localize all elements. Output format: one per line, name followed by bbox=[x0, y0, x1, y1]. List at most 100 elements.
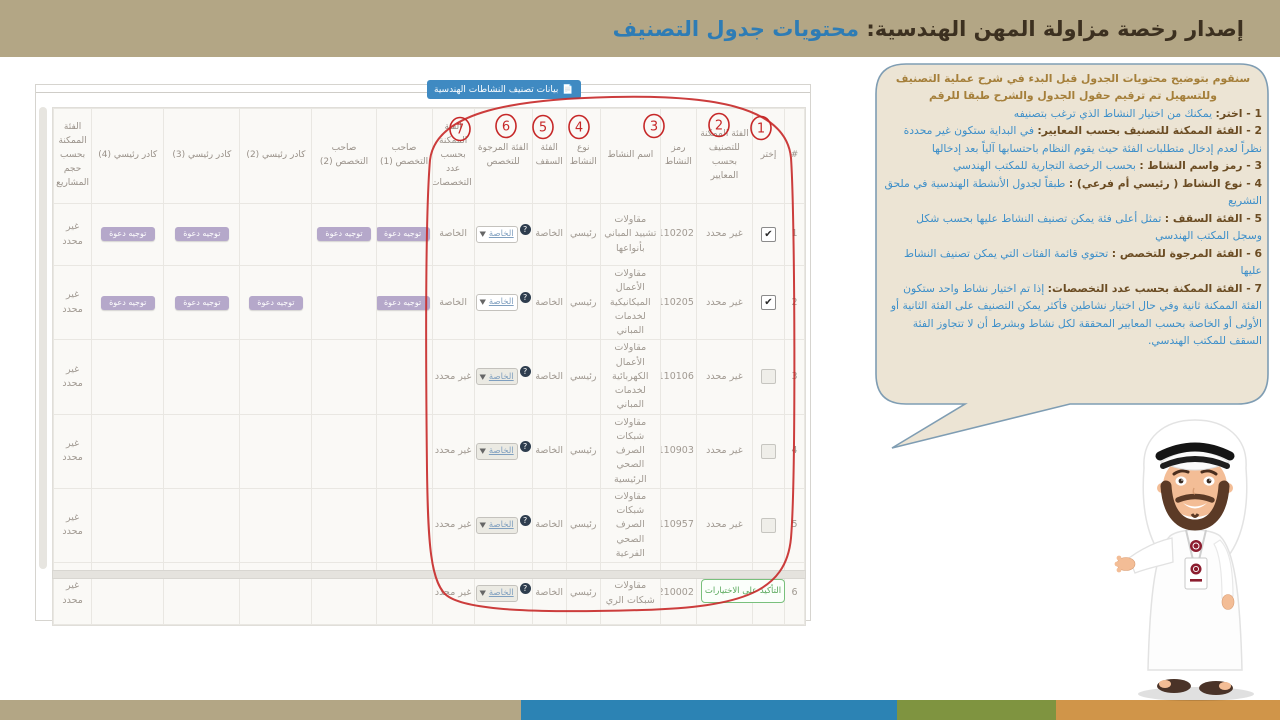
desired-category-dropdown[interactable]: الخاصة ▼ bbox=[475, 516, 518, 534]
vertical-scrollbar[interactable] bbox=[39, 107, 47, 569]
cadre2-cell bbox=[239, 413, 313, 489]
footer-stripe-olive bbox=[897, 700, 1056, 720]
ceiling-category-cell: الخاصة bbox=[531, 264, 567, 341]
activity-type-cell: رئيسي bbox=[565, 487, 601, 564]
invite-button[interactable]: توجيه دعوة bbox=[174, 295, 229, 310]
row-number-cell: 5 bbox=[783, 487, 806, 564]
activity-code-cell: 7110106 bbox=[659, 339, 697, 415]
classification-table: # إختر الفئة الممكنة للتصنيف بحسب المعايير… bbox=[52, 108, 806, 625]
chevron-down-icon: ▼ bbox=[479, 372, 486, 381]
presenter-character bbox=[1114, 419, 1254, 701]
table-row: 2✔غير محدد7110205مقاولات الأعمال الميكان… bbox=[52, 264, 806, 341]
cadre4-cell: توجيه دعوة bbox=[91, 264, 165, 341]
help-icon[interactable]: ? bbox=[519, 366, 531, 378]
activity-name-cell: مقاولات شبكات الصرف الصحي الفرعية bbox=[599, 487, 661, 564]
invite-button[interactable]: توجيه دعوة bbox=[100, 295, 155, 310]
spec1-cell bbox=[375, 487, 433, 564]
right-arm bbox=[1213, 539, 1234, 599]
help-icon[interactable]: ? bbox=[519, 583, 531, 594]
invite-button[interactable]: توجيه دعوة bbox=[100, 227, 155, 242]
desired-category-dropdown[interactable]: الخاصة ▼ bbox=[475, 226, 518, 243]
table-wrapper: # إختر الفئة الممكنة للتصنيف بحسب المعايير… bbox=[52, 107, 806, 626]
column-header-spec1: صاحب التخصص (1) bbox=[375, 108, 433, 204]
by-size-cell: غير محدد bbox=[52, 413, 93, 489]
activity-checkbox[interactable]: ✔ bbox=[760, 295, 776, 311]
by-size-cell: غير محدد bbox=[52, 339, 93, 415]
row-number-cell: 4 bbox=[783, 413, 806, 489]
confirm-selections-button[interactable]: التأكيد على الاختيارات bbox=[701, 579, 785, 603]
desired-category-dropdown[interactable]: الخاصة ▼ bbox=[475, 294, 518, 312]
help-icon[interactable]: ? bbox=[519, 292, 531, 304]
activity-code-cell: 7110202 bbox=[659, 203, 697, 266]
speech-bubble bbox=[875, 63, 1269, 449]
column-header-cadre4: كادر رئيسي (4) bbox=[91, 108, 165, 204]
help-icon[interactable]: ? bbox=[519, 224, 531, 235]
activity-name-cell: مقاولات شبكات الصرف الصحي الرئيسية bbox=[599, 413, 661, 489]
activity-type-cell: رئيسي bbox=[565, 264, 601, 341]
spec2-cell bbox=[311, 487, 377, 564]
bubble-item: 1 - اختر: يمكنك من اختيار النشاط الذي تر… bbox=[1013, 106, 1262, 120]
desired-category-dropdown[interactable]: الخاصة ▼ bbox=[475, 442, 518, 460]
activity-checkbox[interactable] bbox=[760, 517, 776, 533]
right-hand bbox=[1221, 594, 1235, 610]
desired-category-cell: ? الخاصة ▼ bbox=[473, 487, 533, 564]
cadre2-cell bbox=[239, 339, 313, 415]
by-specialties-cell: غير محدد bbox=[431, 413, 475, 489]
activity-type-cell: رئيسي bbox=[565, 413, 601, 489]
cadre4-cell: توجيه دعوة bbox=[91, 203, 165, 266]
choose-cell bbox=[751, 339, 785, 415]
page-title: إصدار رخصة مزاولة المهن الهندسية: محتويا… bbox=[612, 16, 1245, 41]
column-header-cadre3: كادر رئيسي (3) bbox=[163, 108, 241, 204]
invite-button[interactable]: توجيه دعوة bbox=[377, 227, 430, 242]
bubble-item: 4 - نوع النشاط ( رئيسي أم فرعي) : طبقاً … bbox=[884, 176, 1262, 208]
invite-button[interactable]: توجيه دعوة bbox=[248, 295, 303, 310]
lanyard bbox=[1185, 529, 1207, 561]
column-header-ceiling: الفئة السقف bbox=[531, 108, 567, 204]
panel-tab-label: بيانات تصنيف النشاطات الهندسية bbox=[434, 84, 559, 95]
activity-code-cell: 7110205 bbox=[659, 264, 697, 341]
column-header-cadre2: كادر رئيسي (2) bbox=[239, 108, 313, 204]
ceiling-category-cell: الخاصة bbox=[531, 203, 567, 266]
column-header-spec2: صاحب التخصص (2) bbox=[311, 108, 377, 204]
horizontal-scrollbar[interactable] bbox=[52, 570, 806, 579]
smile bbox=[1183, 503, 1207, 509]
criteria-category-cell: غير محدد bbox=[695, 264, 753, 341]
row-number-cell: 2 bbox=[783, 264, 806, 341]
column-header-desired: الفئة المرجوة للتخصص bbox=[473, 108, 533, 204]
activity-checkbox[interactable] bbox=[760, 369, 776, 385]
invite-button[interactable]: توجيه دعوة bbox=[377, 295, 430, 310]
activity-checkbox[interactable] bbox=[760, 443, 776, 459]
by-specialties-cell: الخاصة bbox=[431, 203, 475, 266]
cadre4-cell bbox=[91, 413, 165, 489]
column-header-choose: إختر bbox=[751, 108, 785, 204]
dropdown-value: الخاصة bbox=[488, 445, 514, 456]
bubble-item: 6 - الفئة المرجوة للتخصص : تحتوي قائمة ا… bbox=[904, 246, 1262, 278]
eyebrow bbox=[1200, 469, 1218, 476]
ceiling-category-cell: الخاصة bbox=[531, 487, 567, 564]
column-header-num: # bbox=[783, 108, 806, 204]
footer-stripe-blue bbox=[521, 700, 897, 720]
desired-category-dropdown[interactable]: الخاصة ▼ bbox=[475, 368, 518, 386]
bubble-intro-line1: سنقوم بتوضيح محتويات الجدول قبل البدء في… bbox=[895, 72, 1251, 85]
bubble-intro-line2: وللتسهيل تم ترقيم حقول الجدول والشرح طبق… bbox=[929, 89, 1217, 103]
help-icon[interactable]: ? bbox=[519, 514, 531, 526]
activity-name-cell: مقاولات الأعمال الميكانيكية لخدمات المبا… bbox=[599, 264, 661, 341]
cadre3-cell bbox=[163, 413, 241, 489]
panel-tab[interactable]: 📄 بيانات تصنيف النشاطات الهندسية bbox=[427, 80, 581, 99]
activity-checkbox[interactable]: ✔ bbox=[760, 227, 776, 242]
criteria-category-cell: غير محدد bbox=[695, 487, 753, 564]
cadre4-cell bbox=[91, 339, 165, 415]
by-size-cell: غير محدد bbox=[52, 264, 93, 341]
invite-button[interactable]: توجيه دعوة bbox=[316, 227, 371, 242]
column-header-code: رمز النشاط bbox=[659, 108, 697, 204]
footer-stripe-orange bbox=[1056, 700, 1280, 720]
desired-category-dropdown[interactable]: الخاصة ▼ bbox=[475, 585, 518, 602]
dropdown-value: الخاصة bbox=[488, 520, 514, 530]
dropdown-value: الخاصة bbox=[488, 588, 514, 599]
cadre3-cell: توجيه دعوة bbox=[163, 203, 241, 266]
invite-button[interactable]: توجيه دعوة bbox=[174, 227, 229, 242]
help-icon[interactable]: ? bbox=[519, 440, 531, 452]
chevron-down-icon: ▼ bbox=[479, 521, 486, 530]
